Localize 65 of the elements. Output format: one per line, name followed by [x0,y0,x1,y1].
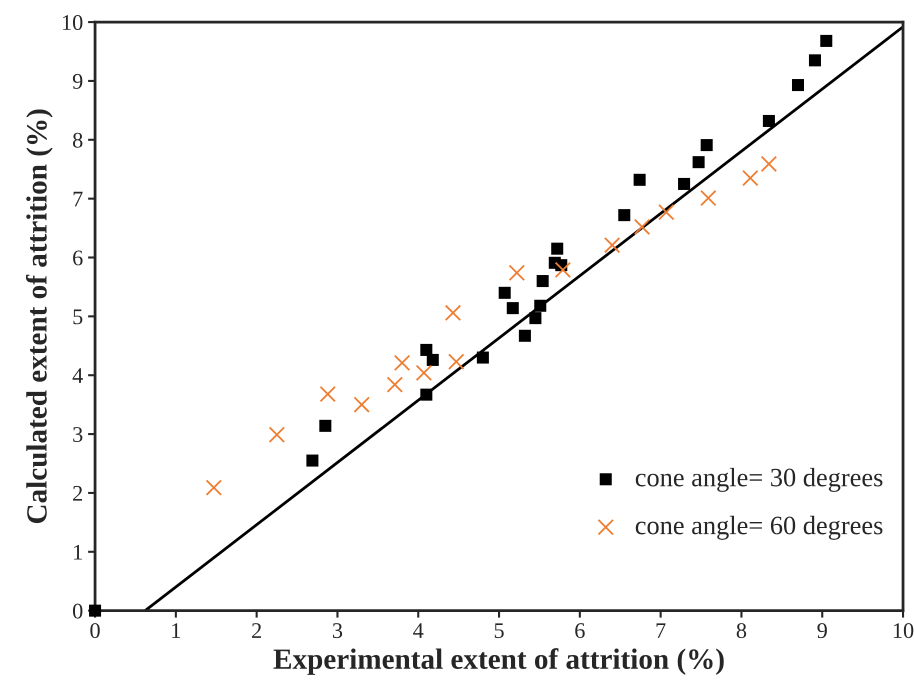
point [678,178,690,190]
point [604,236,620,254]
x-tick-label: 2 [252,623,261,638]
point [320,386,336,402]
point [354,396,370,413]
y-tick-label: 4 [72,368,83,383]
point [394,354,410,372]
point [386,376,404,393]
y-tick-label: 5 [73,310,82,324]
x-tick-label: 0 [90,623,100,638]
x-tick-label: 6 [575,623,585,638]
point [268,426,286,443]
point [306,454,318,467]
point [506,302,519,314]
point [792,79,804,92]
y-tick-label: 10 [62,15,82,30]
legend-label: cone angle= 60 degrees [636,516,882,540]
y-axis-title: Calculated extent of attrition (%) [26,109,53,524]
point [742,170,759,186]
x-tick-label: 3 [332,623,342,638]
x-tick-label: 9 [817,623,827,638]
y-tick-label: 7 [74,192,83,206]
point [534,300,546,312]
point [508,264,526,281]
y-tick-label: 2 [73,486,82,501]
point [820,34,832,47]
y-tick-label: 6 [73,250,83,266]
x-tick-label: 1 [172,623,180,638]
point [420,344,432,356]
x-axis-title: Experimental extent of attrition (%) [274,648,724,675]
y-tick-label: 0 [72,604,82,619]
point [416,364,432,382]
point [420,388,432,401]
point [518,330,531,342]
x-tick-label: 5 [494,623,504,638]
point [634,218,650,236]
point [760,156,778,172]
point [319,420,332,432]
x-tick-label: 4 [413,623,424,638]
point [206,479,222,496]
y-tick-label: 8 [72,132,82,148]
legend-label: cone angle= 30 degrees [636,468,882,492]
point [551,242,564,255]
point [536,275,549,288]
point [426,354,439,366]
point [444,304,462,322]
point [634,174,646,186]
x-tick-label: 7 [656,623,666,638]
y-tick-label: 9 [72,74,82,89]
x-tick-label: 10 [894,623,914,638]
x-tick-label: 8 [736,623,746,638]
point [658,204,674,220]
point [498,286,511,299]
point [692,156,705,168]
point [700,190,716,206]
point [762,114,775,127]
y-tick-label: 1 [74,544,82,560]
point [476,352,489,364]
point [700,139,713,152]
point [554,262,572,278]
point [529,312,542,324]
point [448,353,464,370]
point [618,209,630,222]
point [808,54,821,66]
y-tick-label: 3 [73,427,82,442]
